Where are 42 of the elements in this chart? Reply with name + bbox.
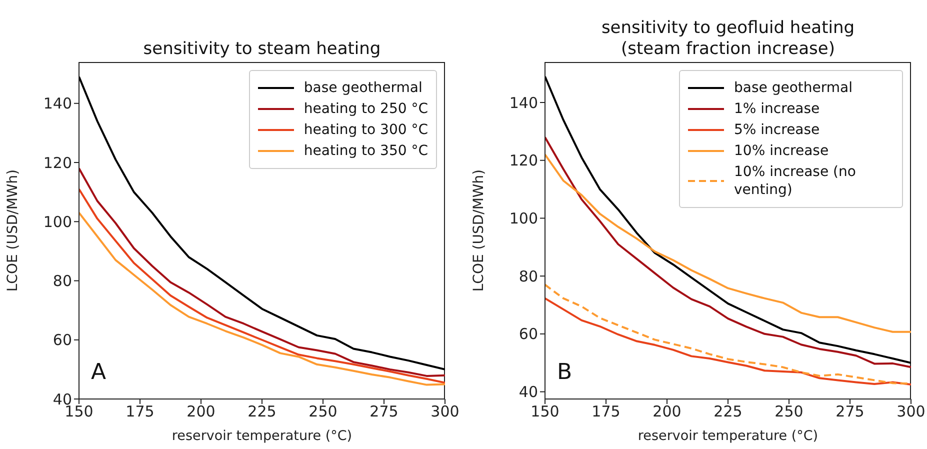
x-tick-label: 300 (430, 402, 460, 421)
legend-label: heating to 250 °C (304, 100, 428, 118)
legend-label: base geothermal (304, 79, 422, 97)
legend-label: heating to 300 °C (304, 121, 428, 139)
y-tick-label: 60 (518, 325, 538, 344)
x-tick-label: 275 (836, 402, 864, 421)
x-tick-label: 200 (652, 402, 682, 421)
y-tick-label: 60 (52, 331, 72, 350)
legend-label: 5% increase (734, 121, 820, 139)
y-axis-title: LCOE (USD/MWh) (470, 169, 487, 292)
chart-title: sensitivity to geofluid heating (steam fraction increase) (600, 18, 856, 60)
x-tick-label: 250 (774, 402, 804, 421)
y-tick-label: 80 (518, 267, 538, 286)
y-tick-label: 140 (43, 94, 72, 113)
y-tick-label: 100 (43, 212, 72, 231)
line-series (545, 154, 911, 333)
x-tick-label: 225 (248, 402, 276, 421)
x-axis-title: reservoir temperature (°C) (638, 428, 818, 444)
legend-label: 10% increase (no venting) (734, 163, 857, 199)
annotation: A (91, 360, 106, 385)
y-axis-title: LCOE (USD/MWh) (4, 169, 21, 292)
x-tick-label: 300 (896, 402, 926, 421)
legend-label: base geothermal (734, 79, 852, 97)
annotation: B (557, 360, 572, 385)
y-tick-label: 100 (509, 210, 538, 228)
legend-label: 10% increase (734, 142, 829, 160)
chart-title: sensitivity to steam heating (143, 39, 381, 60)
y-tick-label: 40 (518, 383, 538, 402)
x-axis-title: reservoir temperature (°C) (172, 428, 352, 444)
x-tick-label: 200 (186, 402, 216, 421)
x-tick-label: 175 (126, 402, 154, 421)
y-tick-label: 120 (509, 152, 538, 170)
y-tick-label: 140 (509, 94, 538, 112)
x-tick-label: 150 (530, 402, 560, 421)
x-tick-label: 225 (714, 402, 742, 421)
x-tick-label: 250 (308, 402, 338, 421)
y-tick-label: 80 (52, 272, 72, 290)
legend-label: heating to 350 °C (304, 142, 428, 160)
x-tick-label: 275 (370, 402, 398, 421)
y-tick-label: 120 (43, 154, 72, 172)
x-tick-label: 175 (592, 402, 620, 421)
legend-label: 1% increase (734, 100, 820, 118)
